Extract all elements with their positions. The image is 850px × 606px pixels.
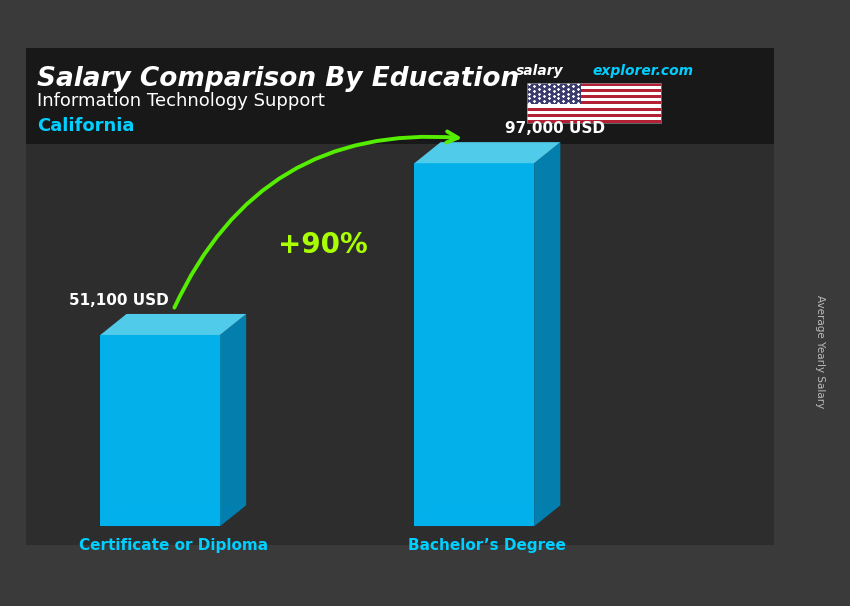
Polygon shape: [415, 142, 560, 163]
Bar: [527, 83, 581, 104]
Polygon shape: [100, 335, 220, 526]
Polygon shape: [100, 314, 246, 335]
Text: salary: salary: [515, 64, 563, 78]
Polygon shape: [415, 505, 560, 526]
Bar: [527, 111, 661, 114]
Text: Information Technology Support: Information Technology Support: [37, 93, 325, 110]
Text: +90%: +90%: [278, 231, 368, 259]
Bar: [527, 92, 661, 95]
Text: 97,000 USD: 97,000 USD: [505, 121, 604, 136]
Bar: [527, 86, 661, 89]
Bar: [26, 48, 774, 144]
Text: Bachelor’s Degree: Bachelor’s Degree: [409, 538, 566, 553]
Text: explorer.com: explorer.com: [592, 64, 694, 78]
Bar: [527, 104, 661, 108]
Bar: [527, 83, 661, 123]
Text: 51,100 USD: 51,100 USD: [69, 293, 169, 308]
Polygon shape: [100, 505, 246, 526]
Text: California: California: [37, 118, 134, 135]
Text: Average Yearly Salary: Average Yearly Salary: [815, 295, 825, 408]
Polygon shape: [534, 142, 560, 526]
Text: Certificate or Diploma: Certificate or Diploma: [79, 538, 268, 553]
Polygon shape: [220, 314, 246, 526]
Bar: [527, 117, 661, 120]
Polygon shape: [415, 163, 534, 526]
Bar: [527, 83, 661, 123]
Bar: [527, 98, 661, 101]
Text: Salary Comparison By Education: Salary Comparison By Education: [37, 65, 519, 92]
FancyArrowPatch shape: [174, 132, 458, 308]
